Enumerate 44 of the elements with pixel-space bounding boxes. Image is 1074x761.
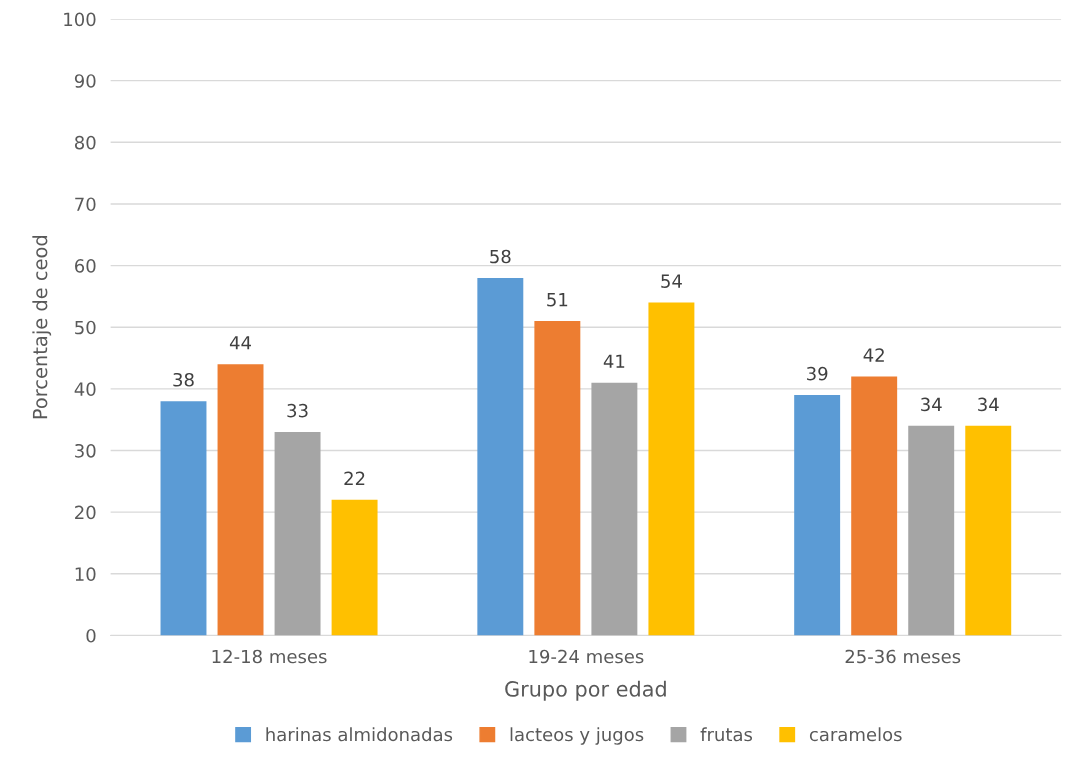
y-tick-label: 70 (75, 197, 96, 212)
legend-label: lacteos y jugos (510, 727, 644, 745)
y-axis-title: Porcentaje de ceod (32, 236, 52, 419)
bar (274, 432, 321, 636)
data-label: 51 (547, 293, 568, 307)
data-label: 34 (978, 397, 999, 412)
bar (331, 499, 378, 636)
data-label: 58 (490, 249, 511, 264)
data-label: 39 (807, 366, 828, 381)
data-label: 34 (921, 397, 942, 412)
bar (591, 382, 638, 636)
bar (908, 425, 955, 636)
legend-label: harinas almidonadas (266, 727, 453, 742)
data-label: 41 (603, 354, 625, 368)
data-label: 38 (173, 372, 194, 387)
y-tick-label: 80 (74, 135, 96, 150)
data-label: 42 (863, 348, 884, 362)
y-tick-label: 20 (75, 505, 96, 520)
bar (794, 395, 841, 636)
bar (477, 277, 524, 636)
bar (648, 302, 695, 636)
data-label: 22 (344, 471, 365, 485)
bar (851, 376, 898, 636)
x-axis-title: Grupo por edad (505, 680, 666, 701)
data-label: 44 (229, 336, 251, 350)
bar (160, 401, 207, 636)
y-tick-label: 60 (75, 259, 96, 273)
bar (965, 425, 1012, 636)
x-tick-label: 25-36 meses (845, 649, 961, 664)
y-tick-label: 100 (64, 12, 96, 27)
y-tick-label: 30 (75, 443, 96, 458)
legend-label: caramelos (809, 727, 902, 742)
y-tick-label: 90 (74, 74, 96, 88)
y-tick-label: 40 (74, 382, 96, 396)
y-tick-label: 50 (75, 320, 96, 335)
bar (217, 364, 264, 636)
y-tick-label: 10 (75, 567, 96, 581)
data-label: 54 (661, 274, 682, 288)
data-label: 33 (287, 403, 308, 418)
x-tick-label: 19-24 meses (529, 649, 644, 664)
y-tick-label: 0 (86, 628, 96, 643)
legend-label: frutas (700, 727, 753, 742)
bar (534, 321, 581, 636)
x-tick-label: 12-18 meses (212, 649, 327, 664)
